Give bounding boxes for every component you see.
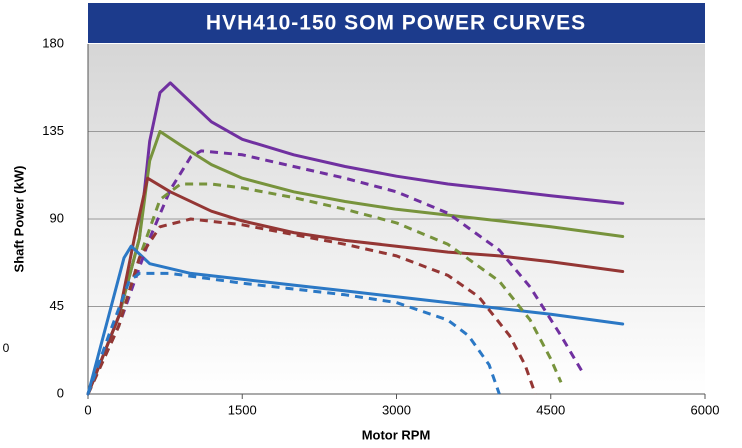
x-tick-label: 6000 xyxy=(691,402,720,417)
series-line xyxy=(86,182,563,395)
x-tick-label: 3000 xyxy=(382,402,411,417)
series-line xyxy=(86,130,625,396)
y-tick-label: 135 xyxy=(42,123,64,138)
y-axis-label: Shaft Power (kW) xyxy=(11,166,26,273)
y-tick-label: 90 xyxy=(50,210,64,225)
y-tick-label: 180 xyxy=(42,35,64,50)
y-tick-label: 0 xyxy=(57,385,64,400)
series-line xyxy=(86,244,625,396)
title-banner xyxy=(88,3,705,43)
y-tick-label: 45 xyxy=(50,298,64,313)
x-tick-label: 0 xyxy=(84,402,91,417)
chart-title: HVH410-150 SOM POWER CURVES xyxy=(206,12,586,35)
series-line xyxy=(86,149,583,395)
series-line xyxy=(86,176,625,396)
x-tick-label: 1500 xyxy=(228,402,257,417)
annotation: 0 xyxy=(3,341,10,355)
x-axis-label: Motor RPM xyxy=(362,427,431,442)
x-tick-label: 4500 xyxy=(536,402,565,417)
